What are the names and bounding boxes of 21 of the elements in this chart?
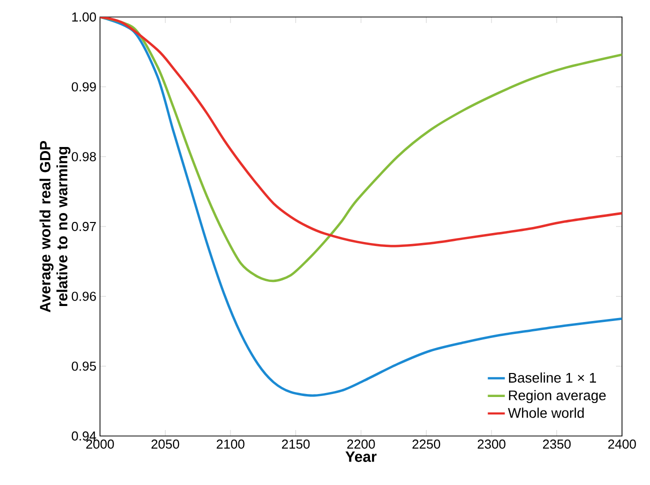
- y-tick-label: 0.98: [72, 152, 96, 162]
- y-tick-label: 1.00: [72, 12, 96, 22]
- y-tick-label: 0.97: [72, 222, 96, 232]
- x-tick-label: 2000: [86, 440, 114, 449]
- x-tick-label: 2400: [608, 440, 636, 449]
- x-tick-label: 2250: [412, 440, 440, 449]
- y-axis-title: Average world real GDP relative to no warming: [40, 140, 70, 312]
- x-tick-label: 2050: [152, 440, 180, 449]
- x-tick-label: 2300: [478, 440, 506, 449]
- legend-label: Region average: [509, 390, 606, 404]
- x-axis-title: Year: [345, 452, 377, 462]
- x-tick-label: 2350: [543, 440, 571, 449]
- y-tick-label: 0.96: [72, 292, 96, 301]
- legend-label: Baseline 1 × 1: [509, 372, 596, 383]
- y-tick-label: 0.94: [72, 431, 96, 441]
- legend-label: Whole world: [508, 408, 584, 418]
- x-tick-label: 2200: [347, 440, 375, 449]
- y-tick-label: 0.95: [72, 362, 96, 371]
- y-tick-label: 0.99: [72, 82, 96, 92]
- x-tick-label: 2100: [216, 440, 244, 449]
- x-tick-label: 2150: [282, 440, 310, 449]
